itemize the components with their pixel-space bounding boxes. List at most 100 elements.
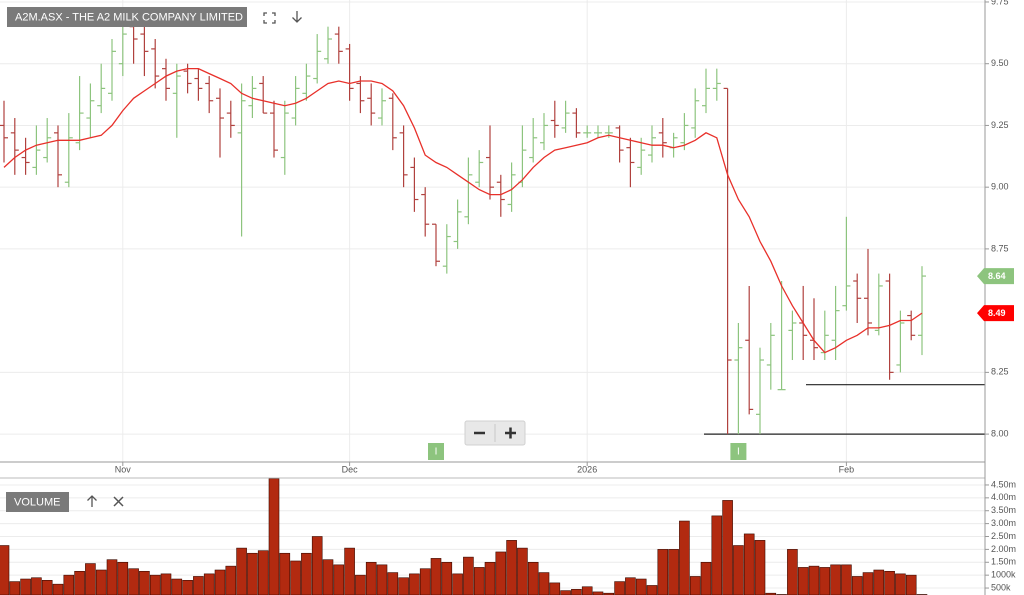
volume-bar (9, 581, 21, 595)
y-tick-label: 4.00m (991, 492, 1016, 502)
volume-bar (344, 547, 355, 595)
volume-bar (517, 547, 528, 595)
volume-bar (754, 540, 766, 595)
volume-bar (85, 563, 96, 595)
volume-bar (668, 549, 679, 595)
volume-bar (268, 478, 280, 595)
volume-bar (20, 578, 31, 595)
y-tick-label: 2.50m (991, 531, 1016, 541)
event-label: I (737, 447, 740, 458)
volume-bar (905, 574, 917, 595)
volume-bar (527, 561, 539, 595)
y-tick-label: 2.00m (991, 544, 1016, 554)
volume-bar (635, 578, 647, 595)
x-tick-label: Dec (342, 464, 359, 474)
volume-bar (441, 561, 453, 595)
volume-bar (128, 568, 139, 595)
volume-bar (711, 515, 723, 595)
volume-bar (257, 550, 269, 595)
chart-title: A2M.ASX - THE A2 MILK COMPANY LIMITED (15, 11, 243, 23)
y-tick-label: 9.25 (991, 120, 1009, 130)
volume-bar (700, 561, 712, 595)
event-marker[interactable] (730, 443, 747, 460)
title-box: A2M.ASX - THE A2 MILK COMPANY LIMITED (7, 7, 247, 27)
volume-bar (646, 585, 658, 595)
volume-bar (797, 567, 809, 595)
move-down-icon[interactable] (292, 11, 302, 23)
volume-bar (419, 568, 431, 595)
y-tick-label: 8.25 (991, 367, 1009, 377)
volume-bar (722, 500, 733, 595)
y-tick-label: 500k (991, 582, 1011, 592)
volume-bar (787, 549, 798, 595)
y-tick-label: 8.75 (991, 243, 1009, 253)
volume-bar (387, 572, 399, 595)
volume-bar (322, 559, 334, 595)
price-marker (977, 268, 1014, 285)
y-tick-label: 3.00m (991, 518, 1016, 528)
volume-title-bg (6, 492, 69, 512)
volume-bar (193, 576, 204, 595)
volume-bar (581, 586, 593, 595)
volume-bar (398, 577, 409, 595)
volume-bar (225, 565, 237, 595)
y-tick-label: 8.00 (991, 428, 1009, 438)
volume-bar (506, 540, 517, 595)
volume-bar (841, 564, 852, 595)
volume-bar (117, 561, 129, 595)
volume-bar (495, 551, 507, 595)
move-up-icon[interactable] (87, 495, 97, 507)
y-tick-label: 9.75 (991, 0, 1009, 6)
volume-bar (63, 574, 75, 595)
volume-bar (452, 573, 463, 595)
volume-bar (171, 578, 183, 595)
volume-bar (733, 545, 744, 595)
volume-bar (851, 576, 863, 595)
volume-bar (279, 552, 291, 595)
volume-bar (560, 590, 571, 595)
volume-bar (873, 569, 885, 595)
event-label: I (435, 447, 438, 458)
volume-bar (311, 536, 323, 595)
y-tick-label: 1.50m (991, 557, 1016, 567)
volume-bar (571, 589, 582, 595)
y-tick-label: 4.50m (991, 479, 1016, 489)
volume-bar (149, 574, 161, 595)
volume-bar (31, 577, 42, 595)
volume-bar (290, 560, 301, 595)
volume-bar (376, 564, 388, 595)
x-tick-label: Feb (839, 464, 855, 474)
volume-bar (41, 580, 53, 595)
volume-bar (679, 520, 690, 595)
volume-bar (614, 581, 625, 595)
volume-bar (333, 564, 345, 595)
marks-layer (0, 9, 985, 595)
zoom-control (464, 420, 526, 446)
volume-bar (603, 592, 615, 595)
volume-bar (160, 573, 172, 595)
x-tick-label: 2026 (577, 464, 597, 474)
zoom-in-button[interactable] (505, 427, 516, 439)
volume-bar (409, 573, 420, 595)
volume-bar (214, 569, 226, 595)
volume-bar (236, 547, 247, 595)
volume-bar (463, 556, 474, 595)
price-marker-label: 8.49 (988, 308, 1006, 318)
volume-bar (473, 567, 485, 595)
volume-bar (895, 573, 906, 595)
volume-bar (355, 574, 366, 595)
price-marker-label: 8.64 (988, 271, 1006, 281)
volume-bar (689, 576, 701, 595)
close-icon[interactable] (113, 496, 124, 507)
volume-bar (625, 577, 636, 595)
moving-average-line (3, 67, 923, 354)
event-marker[interactable] (428, 443, 444, 460)
y-tick-label: 1000k (991, 570, 1016, 580)
volume-bar (538, 572, 550, 595)
expand-icon[interactable] (263, 12, 276, 24)
volume-bar (301, 552, 312, 595)
volume-bar (106, 559, 118, 595)
volume-bar (182, 580, 193, 595)
volume-bar (884, 570, 895, 595)
